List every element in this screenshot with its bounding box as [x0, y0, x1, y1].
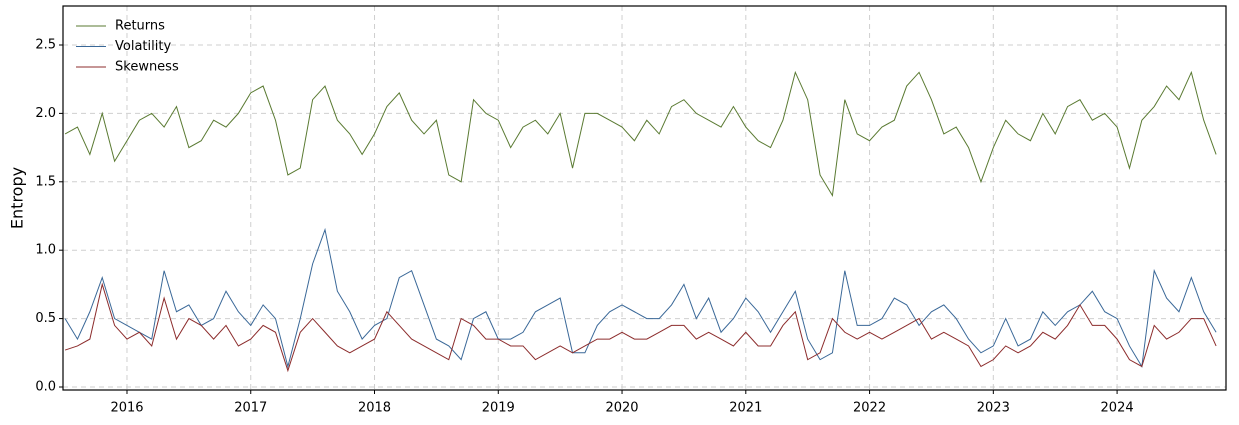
y-tick-label: 1.0 — [35, 243, 56, 258]
plot-frame — [62, 5, 1227, 391]
y-tick-label: 0.0 — [35, 379, 56, 394]
y-tick-label: 0.5 — [35, 311, 56, 326]
x-tick-label: 2019 — [482, 401, 515, 416]
series-line — [64, 227, 1217, 369]
y-axis-label: Entropy — [8, 167, 27, 229]
x-tick-label: 2018 — [358, 401, 391, 416]
legend-label: Volatility — [115, 39, 171, 54]
y-tick-label: 1.5 — [35, 174, 56, 189]
x-tick-label: 2017 — [234, 401, 267, 416]
legend-label: Returns — [115, 19, 165, 34]
x-tick-label: 2023 — [977, 401, 1010, 416]
x-tick-label: 2022 — [853, 401, 886, 416]
x-tick-label: 2016 — [110, 401, 143, 416]
y-tick-label: 2.5 — [35, 37, 56, 52]
y-tick-label: 2.0 — [35, 106, 56, 121]
x-tick-label: 2021 — [729, 401, 762, 416]
x-tick-label: 2020 — [605, 401, 638, 416]
series-line — [64, 70, 1217, 197]
series-line — [64, 282, 1217, 373]
x-tick-label: 2024 — [1101, 401, 1134, 416]
legend-label: Skewness — [115, 60, 179, 75]
